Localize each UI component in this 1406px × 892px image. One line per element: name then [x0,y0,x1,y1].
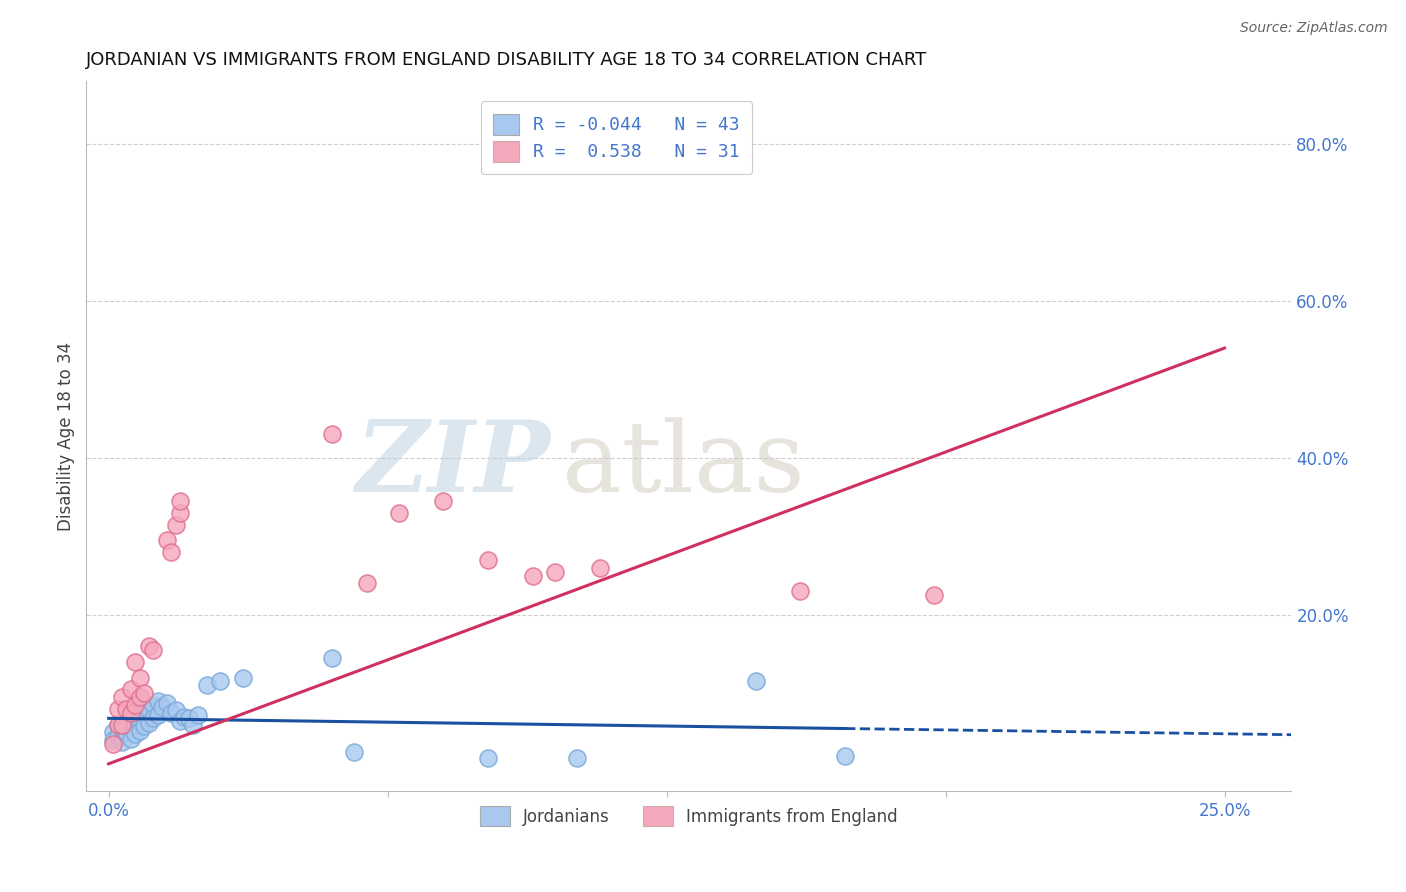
Point [138,639,160,653]
Point [745,674,768,689]
Point [567,750,589,764]
Point [115,714,138,728]
Point [142,698,165,712]
Point [101,733,124,747]
Point [128,702,150,716]
Point [107,702,129,716]
Point [789,584,811,599]
Point [120,722,142,736]
Point [111,690,134,705]
Point [128,723,150,738]
Text: Source: ZipAtlas.com: Source: ZipAtlas.com [1240,21,1388,35]
Point [924,588,946,602]
Point [321,651,343,665]
Point [128,714,150,728]
Point [160,706,183,720]
Point [124,727,146,741]
Point [160,545,183,559]
Point [124,698,146,712]
Point [477,553,499,567]
Point [107,717,129,731]
Point [169,714,191,728]
Point [388,506,411,520]
Point [356,576,378,591]
Point [834,749,856,764]
Point [195,678,218,692]
Y-axis label: Disability Age 18 to 34: Disability Age 18 to 34 [58,342,75,531]
Point [115,702,138,716]
Point [156,533,179,548]
Point [134,719,156,733]
Text: JORDANIAN VS IMMIGRANTS FROM ENGLAND DISABILITY AGE 18 TO 34 CORRELATION CHART: JORDANIAN VS IMMIGRANTS FROM ENGLAND DIS… [86,51,928,69]
Point [477,750,499,764]
Point [522,568,544,582]
Point [177,711,200,725]
Point [138,716,160,731]
Point [321,427,343,442]
Point [128,690,150,705]
Point [183,717,205,731]
Point [432,494,454,508]
Point [128,671,150,685]
Point [120,682,142,697]
Text: atlas: atlas [562,417,806,513]
Point [107,730,129,744]
Text: ZIP: ZIP [356,417,550,513]
Point [156,696,179,710]
Point [209,674,232,689]
Point [138,704,160,718]
Point [111,735,134,749]
Point [187,708,209,723]
Point [111,717,134,731]
Point [120,710,142,724]
Point [165,517,187,532]
Point [115,725,138,739]
Point [124,706,146,720]
Point [120,731,142,746]
Point [165,704,187,718]
Point [124,655,146,669]
Point [146,708,169,723]
Point [169,494,191,508]
Point [120,706,142,720]
Point [146,694,169,708]
Point [169,506,191,520]
Point [142,643,165,657]
Point [134,708,156,723]
Point [101,725,124,739]
Point [124,717,146,731]
Point [101,737,124,751]
Point [111,722,134,736]
Point [231,671,253,685]
Legend: Jordanians, Immigrants from England: Jordanians, Immigrants from England [471,798,907,834]
Point [134,686,156,700]
Point [343,745,366,759]
Point [150,700,173,714]
Point [142,711,165,725]
Point [107,717,129,731]
Point [544,565,567,579]
Point [588,560,610,574]
Point [173,710,195,724]
